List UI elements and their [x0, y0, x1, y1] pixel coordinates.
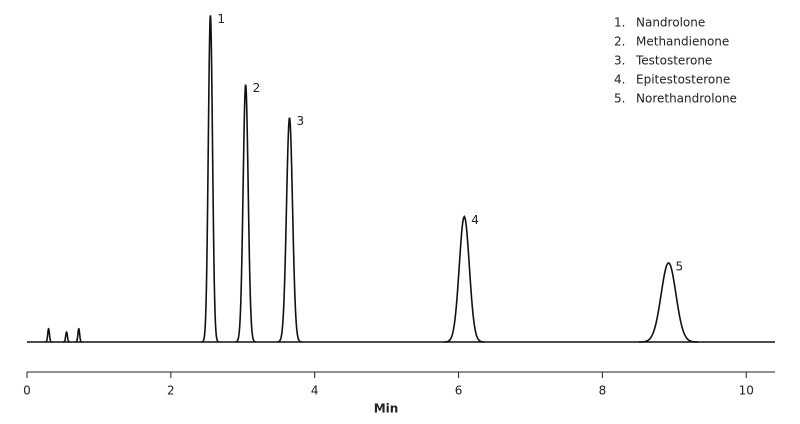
- x-tick-label: 2: [167, 384, 175, 398]
- legend-number: 5.: [614, 92, 625, 106]
- legend-number: 2.: [614, 35, 625, 49]
- peak-label: 1: [217, 12, 225, 26]
- legend-number: 3.: [614, 54, 625, 68]
- legend-name: Methandienone: [636, 35, 729, 49]
- legend-name: Norethandrolone: [636, 92, 737, 106]
- peak: [639, 261, 699, 343]
- peak-label: 4: [471, 213, 479, 227]
- x-tick-label: 6: [455, 384, 463, 398]
- legend-name: Testosterone: [635, 54, 712, 68]
- peak: [444, 215, 485, 343]
- peak-label: 2: [253, 81, 261, 95]
- x-tick-label: 8: [599, 384, 607, 398]
- legend-name: Epitestosterone: [636, 73, 730, 87]
- legend-name: Nandrolone: [636, 16, 705, 30]
- x-tick-label: 4: [311, 384, 319, 398]
- legend-number: 4.: [614, 73, 625, 87]
- x-tick-label: 10: [739, 384, 754, 398]
- peak: [45, 327, 53, 343]
- x-tick-label: 0: [23, 384, 31, 398]
- x-axis-label: Min: [374, 402, 399, 416]
- peak: [75, 327, 83, 343]
- peak: [63, 331, 71, 343]
- legend-number: 1.: [614, 16, 625, 30]
- peak-label: 3: [297, 114, 305, 128]
- peak-label: 5: [676, 259, 684, 273]
- peak: [277, 117, 302, 343]
- peak: [235, 84, 256, 343]
- peak: [201, 15, 220, 343]
